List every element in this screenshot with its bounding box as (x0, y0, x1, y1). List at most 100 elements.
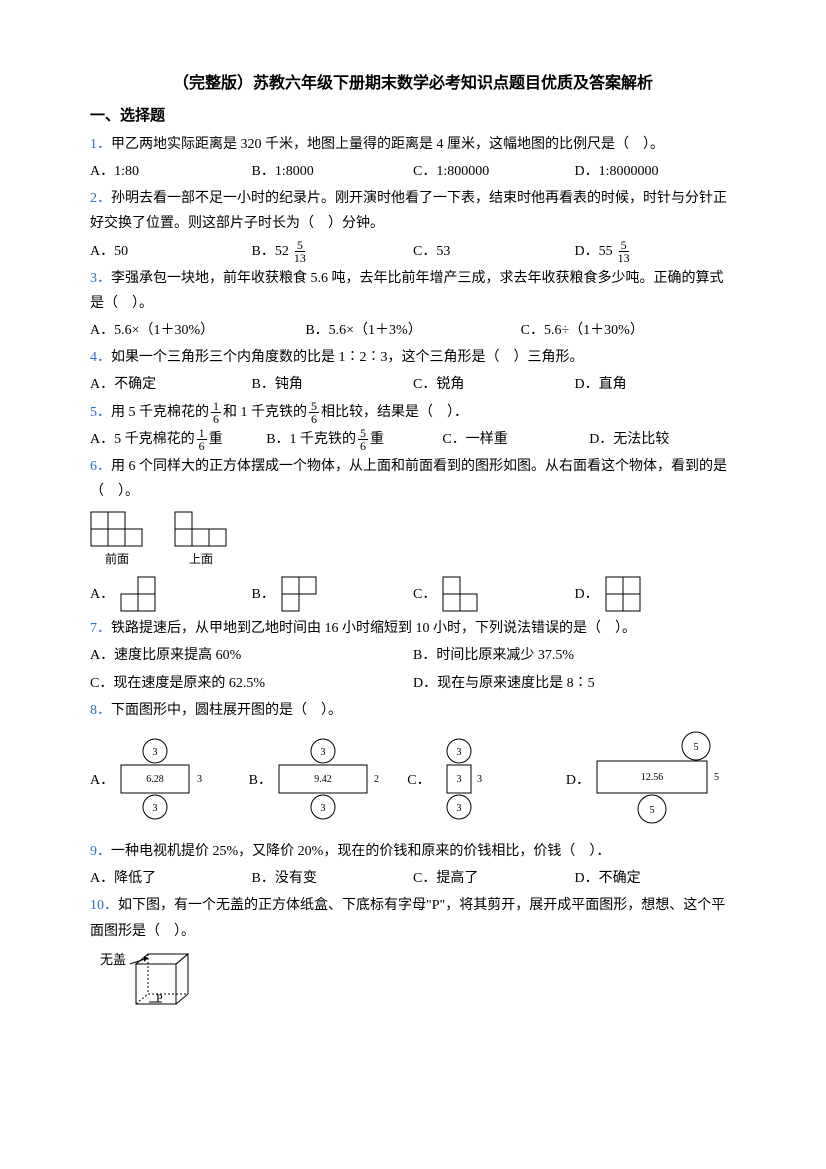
top-view: 上面 (174, 511, 228, 571)
opt-label: B． (252, 582, 275, 607)
q-text: 如下图，有一个无盖的正方体纸盒、下底标有字母"P"，将其剪开，展开成平面图形，想… (90, 898, 725, 938)
q7-b: B．时间比原来减少 37.5% (413, 643, 736, 668)
opt-label: A． (90, 768, 114, 793)
q6-a: A． (90, 576, 252, 612)
svg-text:5: 5 (714, 772, 719, 783)
shape-c-icon (442, 576, 478, 612)
question-4: 4．如果一个三角形三个内角度数的比是 1∶2∶3，这个三角形是（ ）三角形。 (90, 345, 736, 370)
opt-label: D． (575, 582, 599, 607)
question-1: 1．甲乙两地实际距离是 320 千米，地图上量得的距离是 4 厘米，这幅地图的比… (90, 132, 736, 157)
q8-b: B． 3 9.422 3 (249, 738, 408, 823)
opt-pre: A．5 千克棉花的 (90, 432, 195, 447)
top-shape-icon (174, 511, 228, 547)
opt-label: A． (90, 244, 114, 259)
q-num: 1． (90, 137, 111, 152)
q5-c: C．一样重 (442, 427, 589, 452)
q1-d: D．1:8000000 (575, 159, 737, 184)
opt-suf: 重 (209, 432, 223, 447)
q4-d: D．直角 (575, 372, 737, 397)
q5-text-b: 和 1 千克铁的 (223, 405, 307, 420)
q2-options: A．50 B．52513 C．53 D．55513 (90, 239, 736, 264)
svg-text:3: 3 (477, 774, 482, 785)
svg-text:3: 3 (153, 803, 158, 814)
q-text: 甲乙两地实际距离是 320 千米，地图上量得的距离是 4 厘米，这幅地图的比例尺… (111, 137, 664, 152)
q3-options: A．5.6×（1＋30%） B．5.6×（1＋3%） C．5.6÷（1＋30%） (90, 318, 736, 343)
q9-options: A．降低了 B．没有变 C．提高了 D．不确定 (90, 866, 736, 891)
q-num: 5． (90, 405, 111, 420)
svg-text:12.56: 12.56 (641, 772, 664, 783)
question-10: 10．如下图，有一个无盖的正方体纸盒、下底标有字母"P"，将其剪开，展开成平面图… (90, 893, 736, 943)
q-text: 一种电视机提价 25%，又降价 20%，现在的价钱和原来的价钱相比，价钱（ ）． (111, 844, 610, 859)
q4-c: C．锐角 (413, 372, 575, 397)
q-text: 下面图形中，圆柱展开图的是（ ）。 (111, 703, 342, 718)
svg-text:3: 3 (153, 747, 158, 758)
q7-d: D．现在与原来速度比是 8∶5 (413, 671, 736, 696)
q-text: 用 6 个同样大的正方体摆成一个物体，从上面和前面看到的图形如图。从右面看这个物… (90, 459, 727, 499)
q7-a: A．速度比原来提高 60% (90, 643, 413, 668)
q8-c: C． 3 33 3 (407, 738, 566, 823)
fraction: 56 (358, 427, 368, 452)
q1-a: A．1:80 (90, 159, 252, 184)
q5-b: B．1 千克铁的56重 (266, 427, 442, 452)
q9-d: D．不确定 (575, 866, 737, 891)
q6-d: D． (575, 576, 737, 612)
question-7: 7．铁路提速后，从甲地到乙地时间由 16 小时缩短到 10 小时，下列说法错误的… (90, 616, 736, 641)
svg-text:3: 3 (320, 747, 325, 758)
q8-a: A． 3 6.283 3 (90, 738, 249, 823)
svg-text:3: 3 (456, 803, 461, 814)
opt-label: D． (566, 768, 590, 793)
opt-label: D． (575, 244, 599, 259)
fraction: 16 (211, 400, 221, 425)
q7-options-1: A．速度比原来提高 60% B．时间比原来减少 37.5% (90, 643, 736, 668)
q8-options: A． 3 6.283 3 B． 3 9.422 3 C． 3 33 3 D． 5… (90, 731, 736, 831)
opt-val: 53 (436, 244, 450, 259)
q-num: 8． (90, 703, 111, 718)
cylinder-net-b-icon: 3 9.422 3 (278, 738, 393, 823)
q6-b: B． (252, 576, 414, 612)
q-num: 4． (90, 350, 111, 365)
shape-a-icon (120, 576, 156, 612)
q5-options: A．5 千克棉花的16重 B．1 千克铁的56重 C．一样重 D．无法比较 (90, 427, 736, 452)
opt-label: C． (413, 244, 436, 259)
q-num: 2． (90, 191, 111, 206)
q4-options: A．不确定 B．钝角 C．锐角 D．直角 (90, 372, 736, 397)
opt-suf: 重 (370, 432, 384, 447)
section-header: 一、选择题 (90, 103, 736, 130)
q2-c: C．53 (413, 239, 575, 264)
q8-d: D． 5 12.565 5 (566, 731, 736, 831)
q3-b: B．5.6×（1＋3%） (305, 318, 520, 343)
q4-b: B．钝角 (252, 372, 414, 397)
question-9: 9．一种电视机提价 25%，又降价 20%，现在的价钱和原来的价钱相比，价钱（ … (90, 839, 736, 864)
opt-label: B． (252, 244, 275, 259)
svg-text:3: 3 (456, 747, 461, 758)
fraction: 16 (197, 427, 207, 452)
q9-a: A．降低了 (90, 866, 252, 891)
question-6: 6．用 6 个同样大的正方体摆成一个物体，从上面和前面看到的图形如图。从右面看这… (90, 454, 736, 504)
q6-c: C． (413, 576, 575, 612)
question-8: 8．下面图形中，圆柱展开图的是（ ）。 (90, 698, 736, 723)
q-text: 李强承包一块地，前年收获粮食 5.6 吨，去年比前年增产三成，求去年收获粮食多少… (90, 271, 724, 311)
question-3: 3．李强承包一块地，前年收获粮食 5.6 吨，去年比前年增产三成，求去年收获粮食… (90, 266, 736, 316)
q7-c: C．现在速度是原来的 62.5% (90, 671, 413, 696)
svg-text:9.42: 9.42 (314, 774, 332, 785)
q-num: 10． (90, 898, 118, 913)
svg-text:无盖: 无盖 (100, 952, 126, 967)
q5-text-a: 用 5 千克棉花的 (111, 405, 209, 420)
fraction: 56 (309, 400, 319, 425)
q2-a: A．50 (90, 239, 252, 264)
svg-text:2: 2 (374, 774, 379, 785)
svg-text:6.28: 6.28 (146, 774, 164, 785)
q1-options: A．1:80 B．1:8000 C．1:800000 D．1:8000000 (90, 159, 736, 184)
opt-label: C． (407, 768, 430, 793)
q6-options: A． B． C． D． (90, 576, 736, 612)
cube-icon: 无盖 P (100, 950, 210, 1025)
front-shape-icon (90, 511, 144, 547)
q-num: 3． (90, 271, 111, 286)
q5-a: A．5 千克棉花的16重 (90, 427, 266, 452)
q3-a: A．5.6×（1＋30%） (90, 318, 305, 343)
q3-c: C．5.6÷（1＋30%） (521, 318, 736, 343)
opt-label: A． (90, 582, 114, 607)
opt-val: 50 (114, 244, 128, 259)
q1-c: C．1:800000 (413, 159, 575, 184)
cylinder-net-a-icon: 3 6.283 3 (120, 738, 215, 823)
